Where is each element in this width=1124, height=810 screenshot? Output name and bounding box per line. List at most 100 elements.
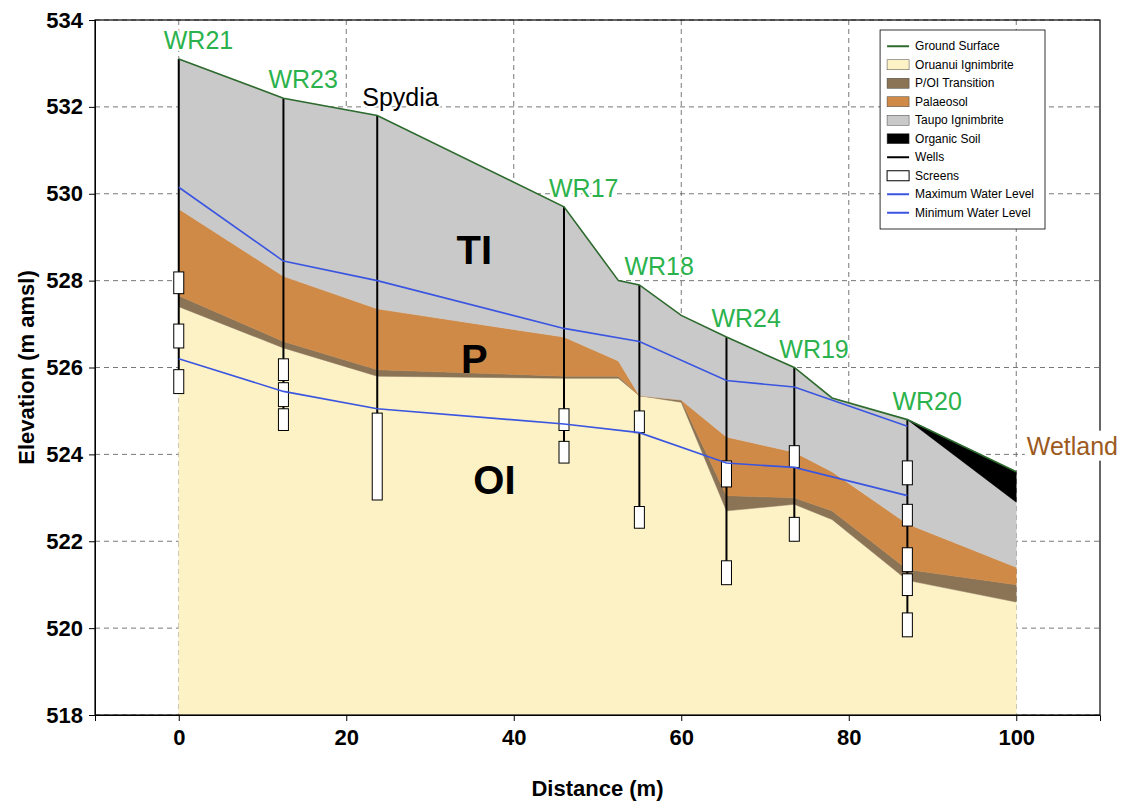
legend-label: Wells xyxy=(915,150,944,164)
legend-symbol xyxy=(887,60,909,70)
legend-item: P/OI Transition xyxy=(887,76,994,90)
y-tick-label: 532 xyxy=(46,94,83,119)
annotation-patch xyxy=(1025,431,1120,461)
y-tick-label: 524 xyxy=(46,442,83,467)
screen xyxy=(902,548,912,572)
legend-symbol xyxy=(887,193,909,195)
y-axis-line xyxy=(89,21,96,716)
screen xyxy=(902,574,912,596)
x-axis-title: Distance (m) xyxy=(531,776,663,801)
x-tick: 80 xyxy=(837,715,861,750)
legend-symbol xyxy=(887,97,909,107)
legend-item: Minimum Water Level xyxy=(887,206,1031,220)
x-tick: 40 xyxy=(502,715,526,750)
y-tick: 520 xyxy=(46,616,95,641)
legend-symbol xyxy=(887,45,909,47)
screen xyxy=(278,359,288,381)
plot-area xyxy=(174,59,1017,715)
y-tick-label: 522 xyxy=(46,529,83,554)
legend-item: Organic Soil xyxy=(887,132,980,146)
legend-symbol xyxy=(887,78,909,88)
annotation: Wetland xyxy=(1027,432,1118,460)
y-tick-mark xyxy=(89,715,95,716)
annotation: P xyxy=(461,337,488,381)
y-tick: 532 xyxy=(46,94,95,119)
screen xyxy=(789,517,799,541)
legend-label: Taupo Ignimbrite xyxy=(915,113,1004,127)
screen xyxy=(278,409,288,431)
y-tick-label: 518 xyxy=(46,703,83,728)
well-label: Spydia xyxy=(362,83,439,111)
legend-label: Palaeosol xyxy=(915,95,968,109)
screen xyxy=(902,461,912,485)
well-label: WR18 xyxy=(624,252,693,280)
screen xyxy=(721,561,731,585)
screen xyxy=(372,413,382,500)
legend-item: Ground Surface xyxy=(887,39,1000,53)
legend-symbol xyxy=(887,212,909,214)
screen xyxy=(789,446,799,468)
annotation: OI xyxy=(473,458,515,502)
x-tick-label: 40 xyxy=(502,725,526,750)
annotation: TI xyxy=(457,228,493,272)
y-tick: 534 xyxy=(46,8,95,33)
layer-area xyxy=(907,420,1016,503)
y-tick: 518 xyxy=(46,703,95,728)
y-tick: 522 xyxy=(46,529,95,554)
screen xyxy=(174,272,184,294)
line xyxy=(179,59,1017,472)
x-tick-mark xyxy=(179,715,180,721)
legend-item: Wells xyxy=(887,150,944,164)
legend-symbol xyxy=(887,156,909,158)
x-axis: 020406080100 xyxy=(96,715,1101,750)
y-tick-label: 534 xyxy=(46,8,83,33)
x-tick-mark xyxy=(346,715,347,721)
x-tick-mark xyxy=(849,715,850,721)
layer-area xyxy=(179,59,1017,567)
legend-item: Palaeosol xyxy=(887,95,968,109)
screen xyxy=(634,411,644,433)
well-label: WR21 xyxy=(164,26,233,54)
legend-symbol xyxy=(887,115,909,125)
x-tick: 60 xyxy=(670,715,694,750)
x-tick-label: 20 xyxy=(335,725,359,750)
legend-label: Oruanui Ignimbrite xyxy=(915,58,1014,72)
y-tick-mark xyxy=(89,541,95,542)
y-tick: 524 xyxy=(46,442,95,467)
legend-box xyxy=(880,30,1045,229)
y-tick-label: 528 xyxy=(46,268,83,293)
screen xyxy=(278,383,288,407)
x-tick-label: 80 xyxy=(837,725,861,750)
legend-item: Screens xyxy=(887,169,959,183)
legend-item: Oruanui Ignimbrite xyxy=(887,58,1014,72)
screen xyxy=(559,441,569,463)
y-axis: 518520522524526528530532534 xyxy=(46,8,95,728)
legend-symbol xyxy=(887,171,909,181)
annotation-group: OI xyxy=(473,458,515,502)
y-tick-label: 520 xyxy=(46,616,83,641)
annotation-group: TI xyxy=(457,228,493,272)
screen xyxy=(559,409,569,431)
x-tick: 20 xyxy=(335,715,359,750)
x-tick-label: 100 xyxy=(998,725,1035,750)
screen xyxy=(902,504,912,526)
y-tick: 526 xyxy=(46,355,95,380)
well-label: WR17 xyxy=(549,174,618,202)
y-tick-mark xyxy=(89,628,95,629)
y-tick-mark xyxy=(89,281,95,282)
legend-label: P/OI Transition xyxy=(915,76,994,90)
legend: Ground Surface Oruanui Ignimbrite P/OI Tra… xyxy=(880,30,1045,229)
x-tick-mark xyxy=(681,715,682,721)
chart: 020406080100518520522524526528530532534D… xyxy=(0,0,1124,810)
annotation-group: Wetland xyxy=(1025,431,1120,461)
annotation-group: P xyxy=(461,337,488,381)
legend-label: Screens xyxy=(915,169,959,183)
legend-item: Maximum Water Level xyxy=(887,187,1034,201)
legend-item: Taupo Ignimbrite xyxy=(887,113,1004,127)
screen xyxy=(174,370,184,394)
y-tick-label: 526 xyxy=(46,355,83,380)
y-tick-mark xyxy=(89,194,95,195)
screen xyxy=(174,324,184,348)
y-axis-title: Elevation (m amsl) xyxy=(14,270,39,464)
screen xyxy=(902,613,912,637)
